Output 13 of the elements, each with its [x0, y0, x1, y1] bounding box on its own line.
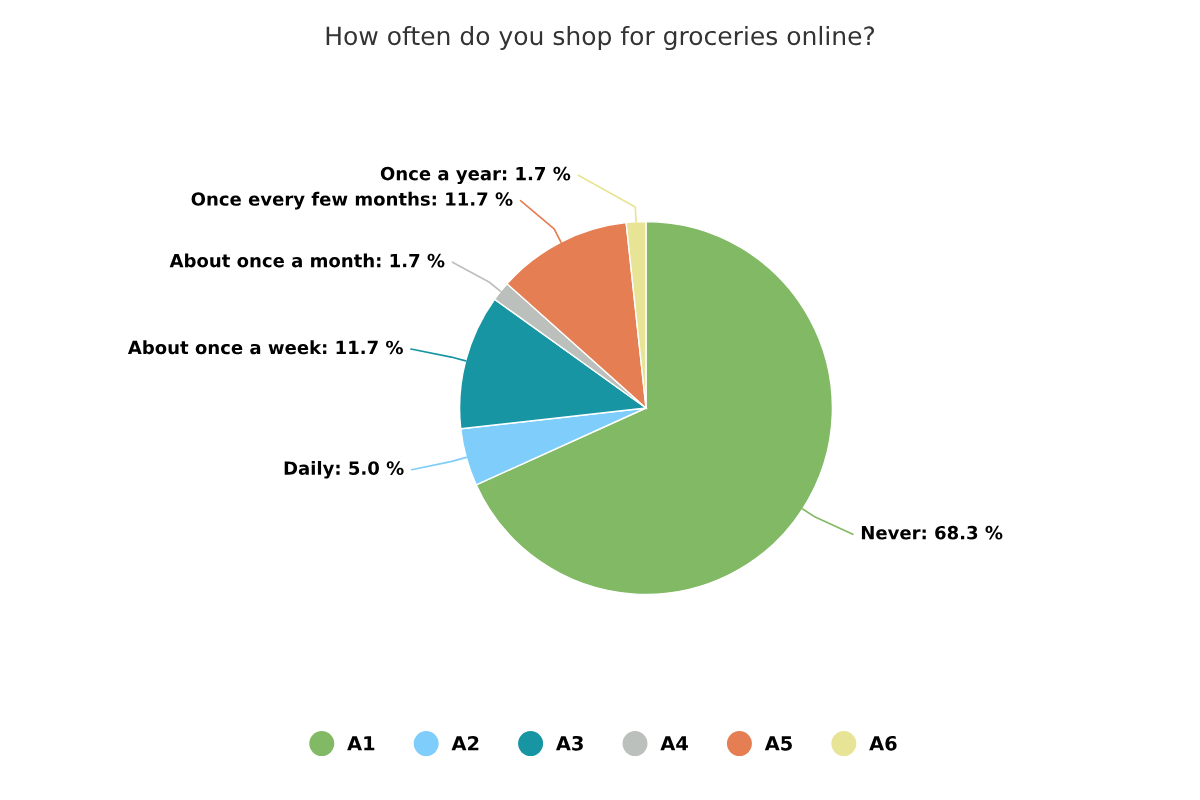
data-label: Daily: 5.0 %	[284, 460, 404, 479]
legend-label: A4	[660, 736, 688, 751]
legend-label: A6	[869, 735, 897, 751]
data-label: About once a week: 11.7 %	[127, 340, 403, 355]
data-label: About once a month: 1.7 %	[169, 253, 445, 268]
legend-label: A5	[764, 736, 792, 751]
data-label: Never: 68.3 %	[861, 525, 1003, 540]
legend-label: A1	[347, 736, 375, 751]
data-label: Once every few months: 11.7 %	[191, 191, 513, 210]
chart-title: How often do you shop for groceries online?	[326, 25, 875, 51]
legend-label: A3	[555, 735, 583, 751]
data-label: Once a year: 1.7 %	[380, 166, 571, 185]
legend-label: A2	[451, 735, 479, 751]
